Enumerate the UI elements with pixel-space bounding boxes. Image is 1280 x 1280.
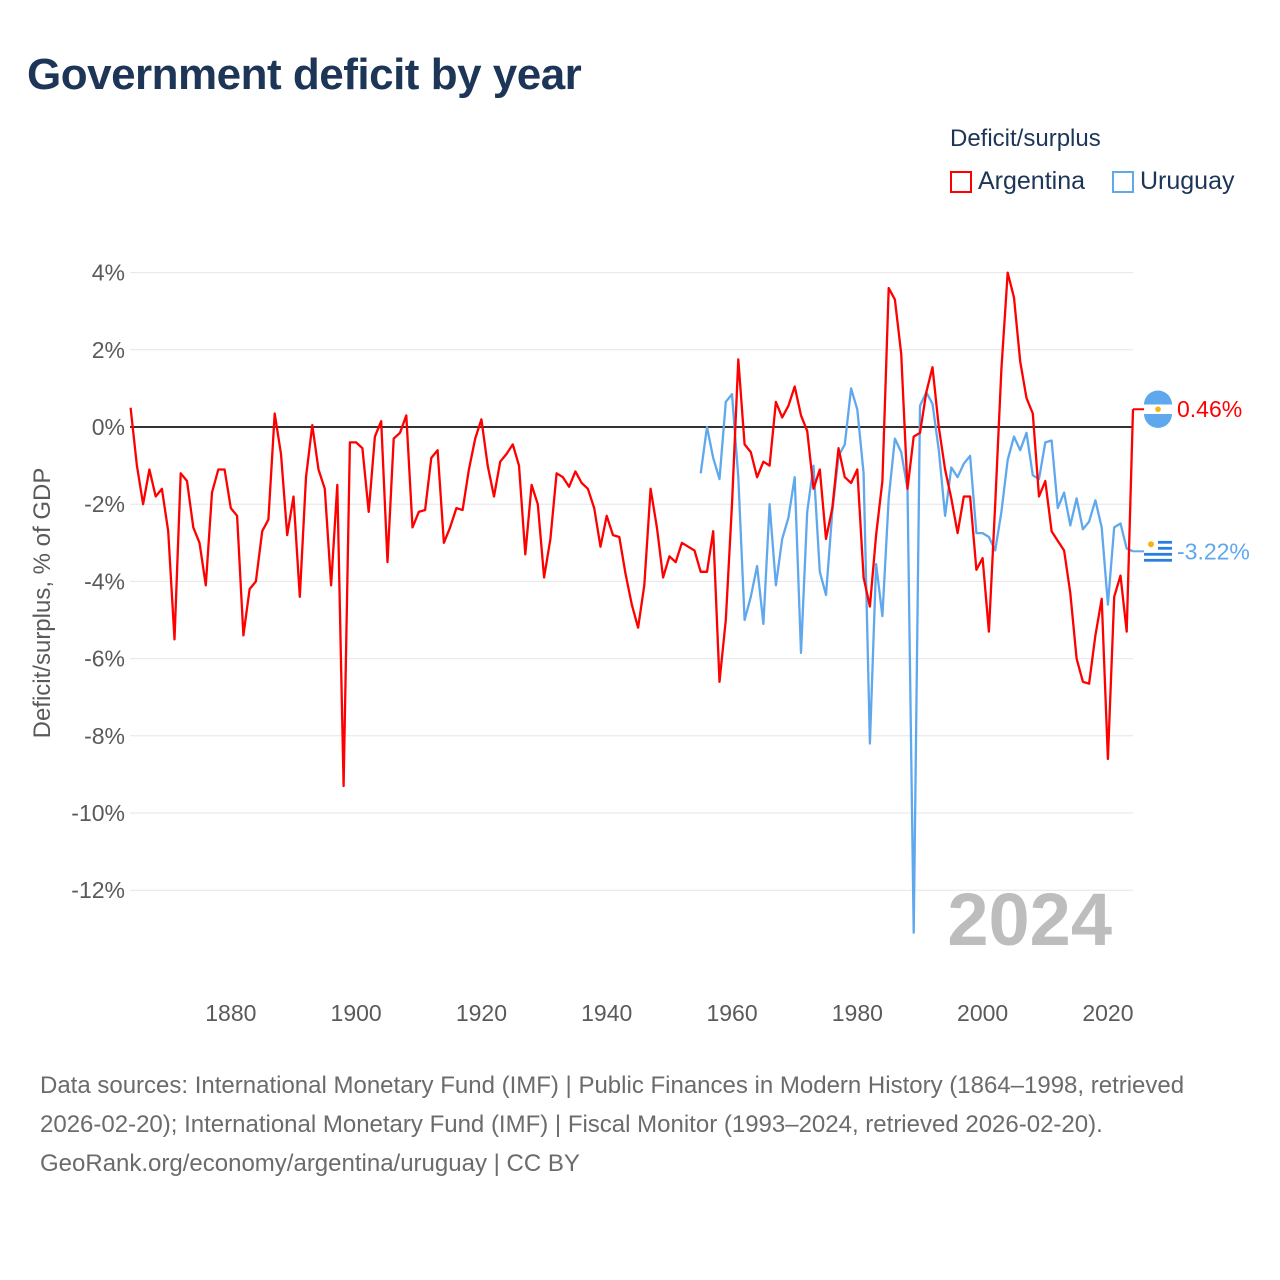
- x-tick-label: 1920: [456, 1000, 507, 1026]
- flag-icon-argentina: [1144, 390, 1172, 428]
- x-tick-label: 1980: [832, 1000, 883, 1026]
- y-tick-label: 2%: [92, 337, 125, 363]
- legend-label-argentina: Argentina: [978, 167, 1086, 195]
- legend-swatch-argentina: [950, 170, 972, 193]
- y-tick-label: 0%: [92, 414, 125, 440]
- chart-title: Government deficit by year: [27, 50, 582, 99]
- y-tick-label: -2%: [84, 491, 125, 517]
- y-tick-label: -6%: [84, 646, 125, 672]
- x-tick-label: 2020: [1082, 1000, 1133, 1026]
- legend-label-uruguay: Uruguay: [1140, 167, 1235, 195]
- x-tick-label: 2000: [957, 1000, 1008, 1026]
- credit-link[interactable]: GeoRank.org/economy/argentina/uruguay | …: [40, 1150, 580, 1177]
- footer: Data sources: International Monetary Fun…: [40, 1066, 1240, 1183]
- y-tick-label: -8%: [84, 723, 125, 749]
- x-tick-label: 1960: [706, 1000, 757, 1026]
- series-line-argentina: [129, 271, 1135, 788]
- y-tick-label: -10%: [71, 800, 125, 826]
- year-watermark: 2024: [947, 878, 1112, 961]
- legend-item-uruguay[interactable]: Uruguay: [1112, 167, 1235, 196]
- end-value-label-uruguay: -3.22%: [1177, 538, 1250, 564]
- legend-title: Deficit/surplus: [950, 125, 1101, 152]
- y-tick-label: -4%: [84, 568, 125, 594]
- y-tick-label: -12%: [71, 877, 125, 903]
- y-axis-label: Deficit/surplus, % of GDP: [29, 468, 56, 739]
- data-sources: Data sources: International Monetary Fun…: [40, 1072, 1185, 1138]
- x-tick-label: 1940: [581, 1000, 632, 1026]
- x-tick-label: 1900: [331, 1000, 382, 1026]
- legend-item-argentina[interactable]: Argentina: [950, 167, 1085, 196]
- end-value-label-argentina: 0.46%: [1177, 396, 1242, 422]
- line-chart: 4% 2% 0% -2% -4% -6% -8% -10% -12% 1880 1900 1920 19…: [29, 260, 1250, 1026]
- y-tick-label: 4%: [92, 260, 125, 286]
- flag-icon-uruguay: [1144, 537, 1172, 566]
- legend-swatch-uruguay: [1112, 170, 1134, 193]
- x-tick-label: 1880: [205, 1000, 256, 1026]
- series-line-uruguay: [699, 387, 1134, 934]
